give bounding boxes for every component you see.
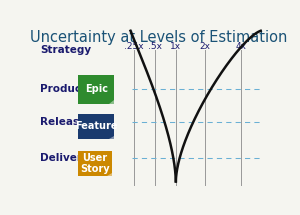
Text: 4x: 4x <box>236 42 246 51</box>
FancyBboxPatch shape <box>78 151 112 177</box>
Text: Release: Release <box>40 117 86 127</box>
FancyBboxPatch shape <box>78 75 114 104</box>
Text: Uncertainty at Levels of Estimation: Uncertainty at Levels of Estimation <box>30 30 287 45</box>
Text: Strategy: Strategy <box>40 45 91 55</box>
Text: Delivery: Delivery <box>40 153 88 163</box>
Polygon shape <box>107 173 112 177</box>
FancyBboxPatch shape <box>78 114 114 139</box>
Polygon shape <box>109 136 114 139</box>
Text: Feature: Feature <box>75 121 118 131</box>
Text: Epic: Epic <box>85 84 108 94</box>
Text: 1x: 1x <box>170 42 182 51</box>
Polygon shape <box>109 100 114 104</box>
Text: User
Story: User Story <box>80 153 110 174</box>
Text: 2x: 2x <box>200 42 210 51</box>
Text: .25x: .25x <box>124 42 144 51</box>
Text: Product: Product <box>40 84 86 94</box>
Text: .5x: .5x <box>148 42 162 51</box>
